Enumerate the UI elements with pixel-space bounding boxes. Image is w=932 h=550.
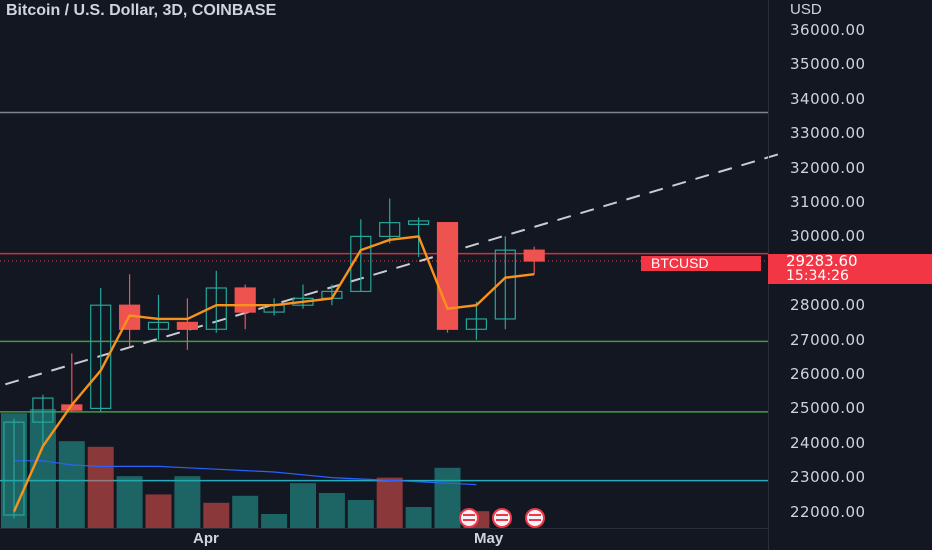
price-tick-label: 33000.00 bbox=[790, 124, 866, 143]
candle-body-8 bbox=[234, 287, 256, 313]
event-flag-stripe2-0 bbox=[463, 519, 475, 521]
chart-title: Bitcoin / U.S. Dollar, 3D, COINBASE bbox=[6, 2, 277, 19]
bar-countdown: 15:34:26 bbox=[786, 268, 849, 284]
volume-moving-average bbox=[14, 460, 477, 486]
price-tick-label: 25000.00 bbox=[790, 399, 866, 418]
price-tick-label: 22000.00 bbox=[790, 502, 866, 521]
price-tick-label: 34000.00 bbox=[790, 89, 866, 108]
price-tick-label: 28000.00 bbox=[790, 296, 866, 315]
event-flag-icon-2 bbox=[525, 508, 545, 528]
volume-bar-2 bbox=[58, 441, 85, 528]
price-tick-label: 32000.00 bbox=[790, 158, 866, 177]
event-flag-stripe2-1 bbox=[496, 519, 508, 521]
volume-bar-11 bbox=[318, 493, 345, 528]
price-tick-label: 30000.00 bbox=[790, 227, 866, 246]
candle-body-6 bbox=[176, 321, 198, 330]
candle-body-3 bbox=[90, 304, 112, 410]
time-tick-label: May bbox=[474, 530, 504, 547]
candle-body-17 bbox=[494, 249, 516, 320]
candle-body-5 bbox=[147, 321, 170, 330]
candle-body-0 bbox=[3, 421, 25, 516]
price-tick-label: 36000.00 bbox=[790, 21, 866, 39]
price-tick-label: 24000.00 bbox=[790, 433, 866, 452]
event-flag-stripe2-2 bbox=[529, 519, 541, 521]
price-tick-label: 23000.00 bbox=[790, 468, 866, 487]
volume-bar-7 bbox=[203, 502, 230, 528]
volume-bar-8 bbox=[232, 495, 259, 528]
event-flag-icon-0 bbox=[459, 508, 479, 528]
candle-body-12 bbox=[350, 235, 372, 293]
price-tick-label: 31000.00 bbox=[790, 193, 866, 211]
event-flag-icon-1 bbox=[492, 508, 512, 528]
volume-bar-12 bbox=[347, 500, 374, 528]
event-flag-stripe-2 bbox=[529, 514, 541, 516]
candle-body-18 bbox=[523, 249, 545, 262]
volume-bar-6 bbox=[174, 476, 201, 528]
symbol-price-tag: BTCUSD bbox=[641, 256, 761, 271]
price-tick-label: 26000.00 bbox=[790, 365, 866, 383]
candle-body-1 bbox=[32, 397, 54, 423]
volume-bar-13 bbox=[376, 477, 403, 528]
last-price-value: 29283.60 bbox=[786, 252, 858, 270]
price-moving-average bbox=[12, 235, 535, 513]
volume-bar-9 bbox=[261, 514, 288, 528]
price-tick-label: 35000.00 bbox=[790, 55, 866, 74]
event-flag-stripe-1 bbox=[496, 514, 508, 516]
candle-body-15 bbox=[436, 222, 459, 330]
price-axis-unit: USD bbox=[790, 1, 822, 18]
volume-bar-3 bbox=[87, 446, 114, 528]
volume-bar-15 bbox=[434, 467, 461, 528]
volume-bar-5 bbox=[145, 494, 172, 528]
volume-bar-14 bbox=[405, 507, 432, 528]
time-axis-separator bbox=[0, 528, 768, 529]
volume-bar-10 bbox=[290, 483, 316, 528]
candle-body-14 bbox=[408, 220, 430, 225]
candle-body-13 bbox=[379, 222, 401, 237]
price-tick-label: 27000.00 bbox=[790, 330, 866, 349]
candle-body-16 bbox=[465, 318, 487, 330]
last-price-tag: 29283.60 15:34:26 bbox=[768, 254, 932, 284]
trendline bbox=[5, 152, 781, 386]
event-flag-stripe-0 bbox=[463, 514, 475, 516]
volume-bar-4 bbox=[116, 476, 143, 528]
time-tick-label: Apr bbox=[193, 530, 219, 547]
